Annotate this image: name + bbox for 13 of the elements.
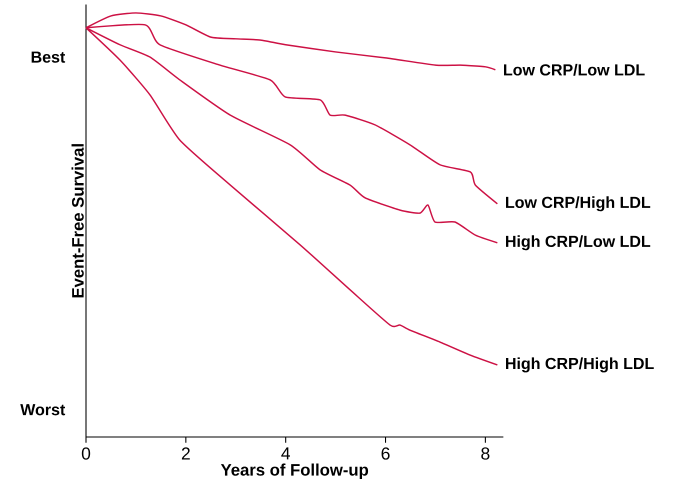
x-tick-label: 4 [281,447,290,460]
x-axis-title: Years of Follow-up [220,463,368,480]
text: Worst [20,404,66,416]
y-axis-title: Event-Free Survival [72,144,84,298]
series-label: Low CRP/High LDL [506,196,650,212]
series-label: High CRP/High LDL [506,357,654,372]
x-tick-label: 8 [481,447,490,460]
text: Best [32,52,66,63]
x-tick-label: 2 [182,447,190,460]
x-tick-label: 0 [82,447,90,460]
series-label: Low CRP/Low LDL [504,64,645,76]
series-label: High CRP/Low LDL [506,235,650,250]
x-tick-label: 6 [382,447,390,460]
